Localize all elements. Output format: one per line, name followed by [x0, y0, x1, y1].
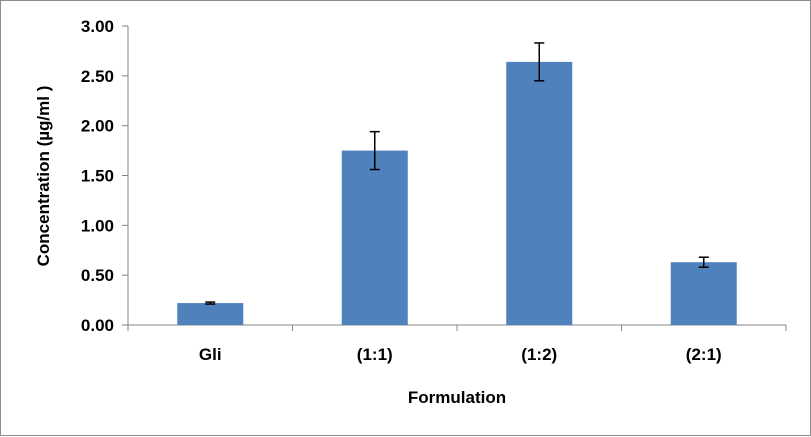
y-axis: 0.00 0.50 1.00 1.50 2.00 2.50 3.00 — [81, 17, 129, 335]
x-tick-label: (1:1) — [357, 345, 393, 364]
y-tick-label: 0.00 — [81, 316, 114, 335]
y-tick-label: 3.00 — [81, 17, 114, 36]
y-tick-label: 1.50 — [81, 167, 114, 186]
x-axis: Gli (1:1) (1:2) (2:1) — [127, 324, 787, 364]
bars — [177, 61, 737, 325]
bar — [670, 262, 737, 325]
x-tick-label: Gli — [199, 345, 222, 364]
x-axis-title: Formulation — [408, 388, 506, 407]
bar — [177, 303, 244, 325]
y-tick-label: 2.00 — [81, 117, 114, 136]
y-tick-label: 1.00 — [81, 216, 114, 235]
error-bars — [205, 42, 709, 305]
y-tick-label: 2.50 — [81, 67, 114, 86]
x-tick-label: (1:2) — [521, 345, 557, 364]
y-axis-title: Concentration (µg/ml ) — [34, 86, 53, 267]
bar — [506, 61, 573, 325]
y-tick-label: 0.50 — [81, 266, 114, 285]
bar — [341, 150, 408, 325]
x-tick-label: (2:1) — [686, 345, 722, 364]
